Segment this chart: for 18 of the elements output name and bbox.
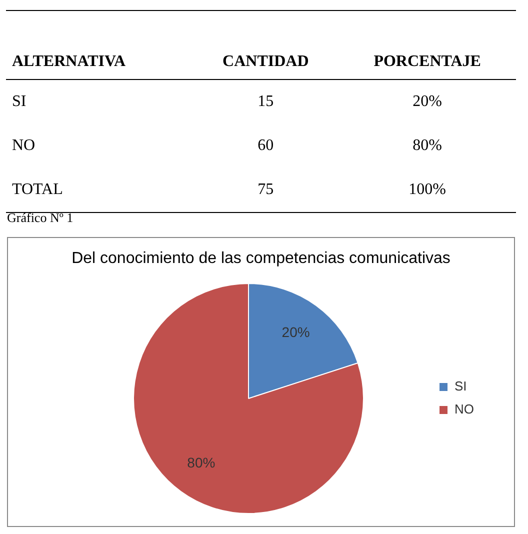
data-label: 20% <box>412 92 443 112</box>
data-label: 80% <box>412 136 443 156</box>
chart-title: Del conocimiento de las competencias comunicativas <box>70 250 452 268</box>
text: PORCENTAJE <box>338 10 516 80</box>
legend-label: SI <box>454 378 467 394</box>
data-label: 15 <box>256 92 275 112</box>
data-label: 100% <box>408 180 447 200</box>
text: Gráfico Nº 1 <box>7 210 74 226</box>
data-label: 80% <box>187 454 216 470</box>
data-label: 60 <box>256 136 275 156</box>
category-label: TOTAL <box>12 181 63 198</box>
data-label: 20% <box>282 324 310 340</box>
text: CANTIDAD <box>192 10 339 80</box>
data-label: 75 <box>256 180 275 200</box>
text: ALTERNATIVA <box>6 10 193 80</box>
category-label: NO <box>11 136 36 156</box>
category-label: SI <box>11 92 28 112</box>
legend-label: NO <box>454 402 474 417</box>
